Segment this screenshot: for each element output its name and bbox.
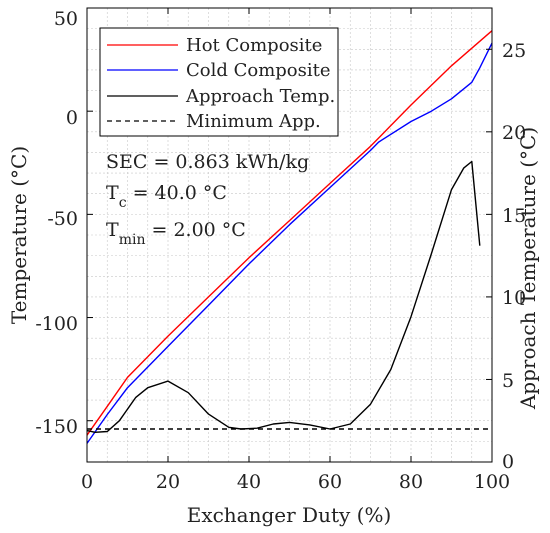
- x-axis-label: Exchanger Duty (%): [187, 503, 392, 527]
- plot-frame: [86, 7, 493, 463]
- legend-label-approach: Approach Temp.: [185, 86, 335, 107]
- x-tick-label: 80: [399, 471, 423, 493]
- series-layer: [86, 30, 493, 444]
- sec-annotation: SEC = 0.863 kWh/kg: [106, 151, 309, 173]
- series-line-cold-composite: [86, 42, 493, 444]
- tmin-annotation: Tmin = 2.00 °C: [106, 219, 246, 248]
- x-tick-label: 60: [318, 471, 342, 493]
- legend: Hot Composite Cold Composite Approach Te…: [99, 27, 339, 137]
- tmin-value: = 2.00 °C: [145, 219, 245, 241]
- tc-symbol: T: [106, 182, 119, 204]
- y-left-tick-label: -100: [35, 313, 78, 335]
- y-right-tick-label: 15: [502, 205, 526, 227]
- x-tick-label: 100: [474, 471, 510, 493]
- tmin-subscript: min: [119, 232, 146, 248]
- y-right-tick-label: 25: [502, 40, 526, 62]
- x-tick-labels: 0 20 40 60 80 100: [81, 471, 510, 493]
- x-tick-label: 40: [237, 471, 261, 493]
- tc-subscript: c: [119, 195, 127, 211]
- legend-label-minimum: Minimum App.: [186, 111, 321, 132]
- y-left-axis-label: Temperature (°C): [7, 146, 31, 324]
- y-right-tick-label: 0: [502, 451, 514, 473]
- x-tick-label: 0: [81, 471, 93, 493]
- y-left-tick-label: -50: [47, 208, 78, 230]
- legend-label-cold: Cold Composite: [186, 60, 331, 81]
- axis-ticks: [86, 7, 493, 463]
- y-left-tick-label: 50: [54, 8, 78, 30]
- y-right-tick-label: 5: [502, 370, 514, 392]
- y-right-tick-labels: 0 5 10 15 20 25: [502, 40, 526, 473]
- y-right-tick-label: 20: [502, 122, 526, 144]
- legend-label-hot: Hot Composite: [186, 35, 322, 56]
- series-line-approach-temp: [86, 160, 481, 433]
- tmin-symbol: T: [106, 219, 119, 241]
- tc-value: = 40.0 °C: [127, 182, 227, 204]
- y-left-tick-label: -150: [35, 416, 78, 438]
- tc-annotation: Tc = 40.0 °C: [106, 182, 227, 211]
- y-left-tick-labels: 50 0 -50 -100 -150: [35, 8, 78, 438]
- legend-box: [99, 27, 339, 137]
- y-right-axis-label: Approach Temperature (°C): [516, 127, 540, 410]
- x-tick-label: 20: [156, 471, 180, 493]
- y-right-tick-label: 10: [502, 287, 526, 309]
- y-left-tick-label: 0: [66, 107, 78, 129]
- series-line-hot-composite: [86, 30, 493, 436]
- grid: [87, 8, 492, 462]
- annotations: SEC = 0.863 kWh/kg Tc = 40.0 °C Tmin = 2…: [106, 151, 309, 248]
